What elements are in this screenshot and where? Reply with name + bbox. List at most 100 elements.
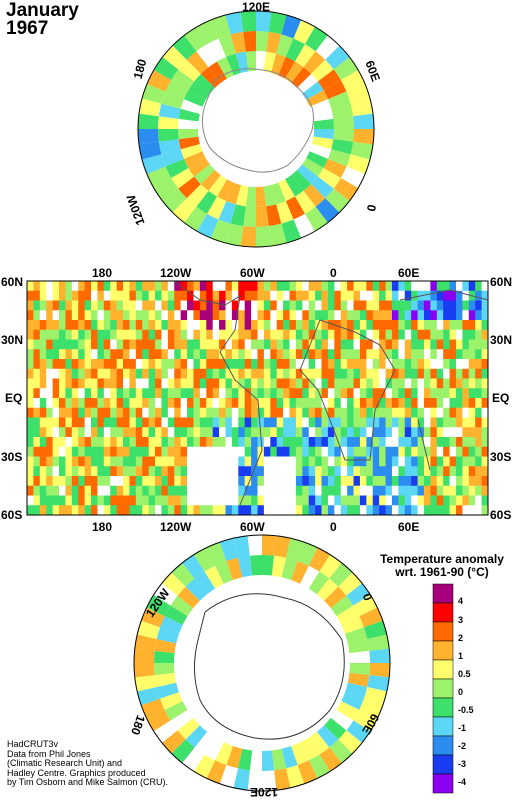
grid-cell [52, 495, 60, 506]
grid-cell [231, 378, 239, 389]
grid-cell [302, 417, 310, 428]
grid-cell [315, 456, 322, 467]
grid-cell [302, 368, 310, 379]
polar-cell [225, 223, 244, 246]
grid-cell [65, 417, 73, 428]
grid-cell [148, 456, 156, 467]
grid-cell [187, 505, 194, 516]
grid-cell [219, 329, 226, 340]
grid-cell [155, 281, 162, 292]
grid-cell [110, 398, 118, 409]
grid-cell [148, 349, 156, 360]
grid-cell [52, 398, 60, 409]
grid-cell [199, 329, 207, 340]
grid-cell [193, 427, 201, 438]
polar-cell [178, 176, 201, 199]
grid-cell [327, 388, 335, 399]
grid-cell [398, 281, 406, 292]
grid-cell [212, 485, 220, 496]
polar-cell [291, 561, 309, 584]
grid-cell [462, 456, 470, 467]
grid-cell [417, 290, 425, 301]
grid-cell [295, 339, 303, 350]
grid-cell [110, 485, 118, 496]
grid-cell [155, 407, 162, 418]
grid-cell [295, 417, 303, 428]
grid-cell [78, 505, 86, 516]
grid-cell [475, 310, 482, 321]
polar-cell [197, 19, 219, 45]
grid-cell [103, 368, 111, 379]
grid-cell [455, 329, 463, 340]
grid-cell [251, 485, 258, 496]
grid-cell [443, 495, 450, 506]
grid-cell [167, 485, 175, 496]
grid-cell [91, 349, 98, 360]
grid-cell [193, 388, 201, 399]
grid-cell [411, 398, 418, 409]
grid-cell [238, 476, 246, 487]
grid-cell [116, 368, 124, 379]
grid-cell [225, 281, 233, 292]
grid-cell [91, 359, 98, 370]
grid-cell [142, 329, 150, 340]
grid-cell [308, 417, 316, 428]
grid-cell [206, 281, 214, 292]
grid-cell [257, 437, 265, 448]
grid-cell [52, 485, 60, 496]
grid-cell [212, 417, 220, 428]
grid-cell [391, 466, 399, 477]
grid-cell [65, 388, 73, 399]
grid-cell [449, 437, 457, 448]
polar-cell [319, 747, 342, 772]
polar-cell [268, 12, 287, 35]
grid-cell [302, 310, 310, 321]
grid-cell [193, 437, 201, 448]
grid-cell [475, 281, 482, 292]
grid-cell [27, 281, 34, 292]
grid-cell [353, 320, 361, 331]
grid-cell [443, 329, 450, 340]
grid-cell [398, 388, 406, 399]
grid-cell [423, 281, 431, 292]
grid-cell [27, 427, 34, 438]
grid-cell [238, 407, 246, 418]
grid-cell [283, 417, 290, 428]
grid-cell [71, 388, 79, 399]
grid-cell [59, 290, 66, 301]
grid-cell [225, 349, 233, 360]
polar-cell [237, 748, 253, 771]
grid-cell [142, 349, 150, 360]
grid-cell [417, 388, 425, 399]
grid-cell [39, 505, 47, 516]
grid-cell [257, 368, 265, 379]
grid-cell [308, 407, 316, 418]
polar-cell [165, 80, 189, 100]
grid-cell [423, 329, 431, 340]
grid-cell [231, 320, 239, 331]
polar-cell [219, 538, 238, 562]
grid-cell [39, 407, 47, 418]
grid-cell [379, 427, 386, 438]
grid-cell [39, 339, 47, 350]
grid-cell [187, 485, 194, 496]
grid-cell [475, 417, 482, 428]
grid-cell [379, 437, 386, 448]
grid-cell [334, 456, 342, 467]
grid-cell [71, 339, 79, 350]
grid-cell [39, 437, 47, 448]
grid-cell [84, 329, 92, 340]
grid-cell [423, 505, 431, 516]
grid-cell [276, 466, 284, 477]
grid-cell [481, 300, 489, 311]
grid-cell [417, 485, 425, 496]
grid-cell [187, 427, 194, 438]
grid-cell [231, 359, 239, 370]
grid-cell [52, 329, 60, 340]
grid-cell [340, 368, 348, 379]
polar-cell [306, 151, 329, 168]
polar-cell [233, 535, 250, 558]
grid-cell [289, 329, 297, 340]
grid-cell [334, 349, 342, 360]
grid-cell [468, 437, 476, 448]
